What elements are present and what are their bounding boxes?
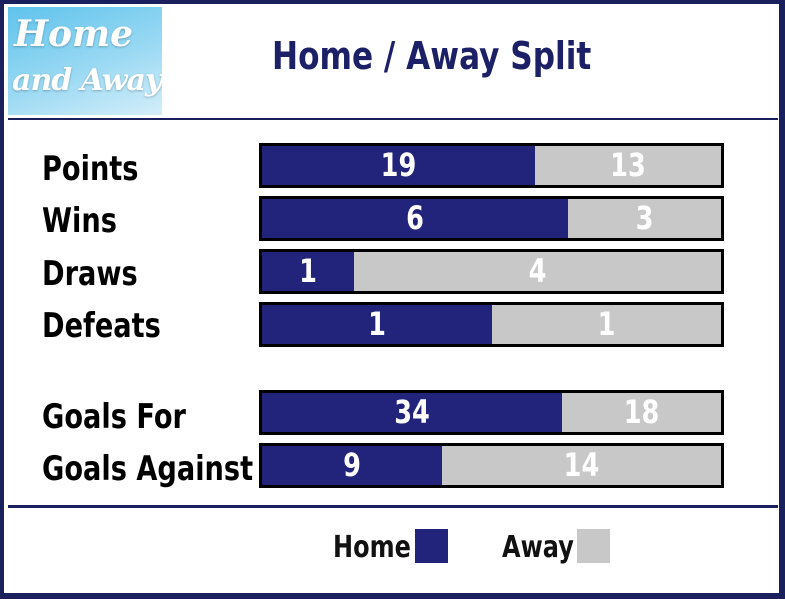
row-label-wins: Wins: [42, 201, 117, 241]
title-divider: [8, 118, 778, 120]
legend-label-home: Home: [333, 530, 411, 565]
row-label-goals-against: Goals Against: [42, 449, 254, 489]
legend-swatch-home: [415, 529, 448, 563]
value-label-away-goals-against: 14: [563, 446, 600, 484]
bar-segment-home-draws: [262, 252, 354, 291]
bar-points: 19 13: [259, 143, 724, 188]
bar-goals-for: 34 18: [259, 390, 724, 435]
value-label-home-wins: 6: [406, 199, 424, 237]
bar-segment-away-goals-for: [562, 393, 721, 432]
bar-segment-home-goals-for: [262, 393, 562, 432]
bar-segment-away-points: [535, 146, 721, 185]
chart-title: Home / Away Split: [272, 34, 592, 78]
value-label-home-points: 19: [380, 146, 417, 184]
value-label-away-defeats: 1: [597, 305, 616, 343]
legend-label-away: Away: [502, 530, 574, 565]
bar-goals-against: 9 14: [259, 443, 724, 488]
logo-line-1: Home: [14, 13, 134, 55]
bar-segment-home-defeats: [262, 305, 492, 344]
logo-line-2: and Away: [12, 63, 162, 98]
value-label-home-draws: 1: [299, 252, 317, 290]
value-label-home-defeats: 1: [368, 305, 386, 343]
row-label-draws: Draws: [42, 254, 138, 294]
bar-segment-away-goals-against: [442, 446, 721, 485]
bar-segment-home-points: [262, 146, 535, 185]
value-label-away-goals-for: 18: [623, 393, 660, 431]
bar-segment-home-goals-against: [262, 446, 442, 485]
row-label-defeats: Defeats: [42, 306, 161, 346]
home-and-away-logo: Home and Away: [8, 7, 162, 115]
value-label-away-points: 13: [610, 146, 646, 184]
value-label-home-goals-for: 34: [394, 393, 430, 431]
bar-segment-away-wins: [568, 199, 721, 238]
value-label-away-wins: 3: [635, 199, 654, 237]
bar-segment-away-draws: [354, 252, 721, 291]
row-label-goals-for: Goals For: [42, 397, 186, 437]
value-label-away-draws: 4: [528, 252, 547, 290]
bar-segment-home-wins: [262, 199, 568, 238]
row-label-points: Points: [42, 149, 139, 189]
bar-segment-away-defeats: [492, 305, 721, 344]
legend-swatch-away: [577, 529, 610, 563]
value-label-home-goals-against: 9: [343, 446, 361, 484]
legend-divider: [8, 505, 778, 508]
